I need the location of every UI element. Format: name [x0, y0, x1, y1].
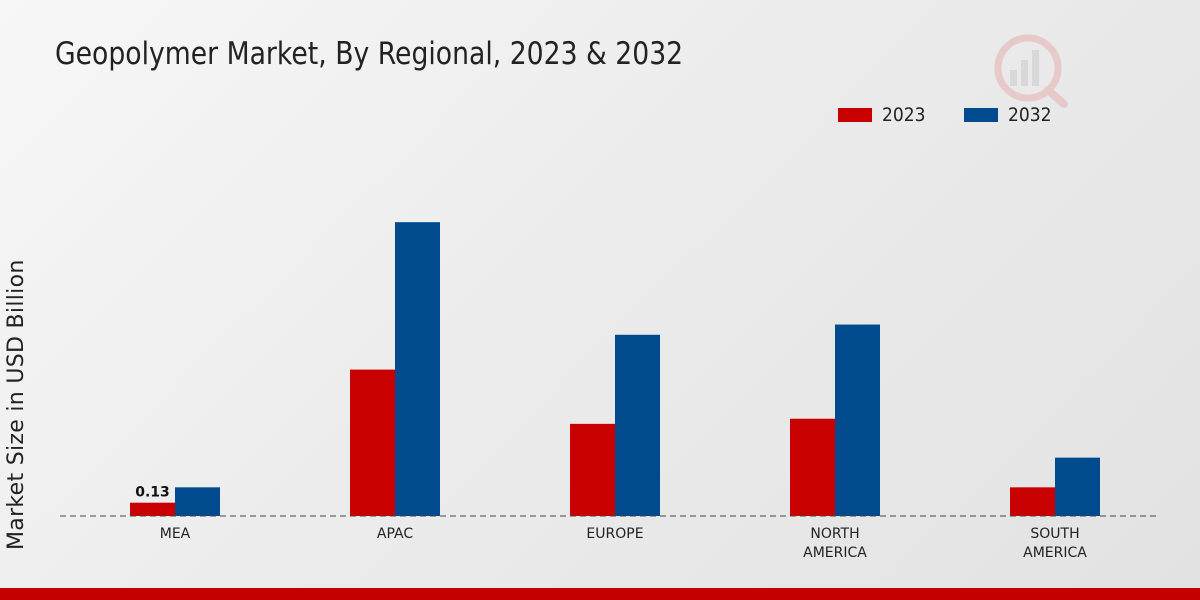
- x-tick-label: AMERICA: [803, 545, 867, 561]
- legend-swatch-2023: [838, 108, 872, 122]
- x-tick-label: EUROPE: [586, 526, 643, 542]
- bar-2032-mea: [175, 487, 220, 516]
- data-label: 0.13: [135, 485, 170, 501]
- bar-2032-europe: [615, 334, 660, 516]
- chart-title: Geopolymer Market, By Regional, 2023 & 2…: [55, 36, 684, 72]
- legend: 2023 2032: [838, 104, 1091, 126]
- bar-2023-mea: [130, 502, 175, 516]
- footer-bar: [0, 588, 1200, 600]
- bar-2032-south-america: [1055, 457, 1100, 516]
- x-tick-label: SOUTH: [1030, 526, 1079, 542]
- bar-2023-north-america: [790, 418, 835, 516]
- bar-2023-south-america: [1010, 487, 1055, 516]
- bar-2032-north-america: [835, 324, 880, 516]
- bar-2032-apac: [395, 222, 440, 516]
- legend-label-2032: 2032: [1008, 104, 1052, 126]
- x-tick-label: MEA: [160, 526, 191, 542]
- legend-item-2023: 2023: [838, 104, 930, 126]
- legend-swatch-2032: [964, 108, 999, 122]
- x-tick-label: APAC: [377, 526, 413, 542]
- legend-label-2023: 2023: [882, 104, 926, 126]
- legend-item-2032: 2032: [964, 104, 1056, 126]
- x-tick-label: AMERICA: [1023, 545, 1087, 561]
- x-tick-label: NORTH: [810, 526, 859, 542]
- bar-2023-apac: [350, 369, 395, 516]
- watermark-logo-icon: [994, 34, 1068, 108]
- bar-2023-europe: [570, 423, 615, 516]
